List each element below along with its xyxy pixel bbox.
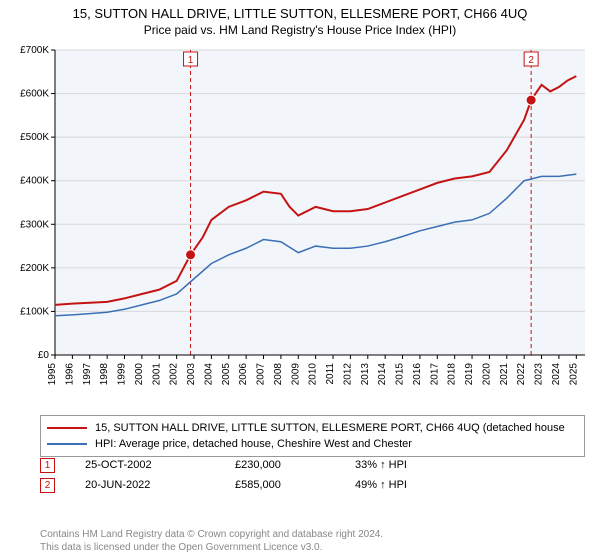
svg-text:2011: 2011 (325, 363, 336, 385)
svg-text:2014: 2014 (377, 363, 388, 386)
marker-badge-1: 1 (40, 458, 55, 473)
svg-text:£300K: £300K (20, 219, 49, 230)
marker-badge-2: 2 (40, 478, 55, 493)
svg-text:2021: 2021 (499, 363, 510, 386)
svg-text:2020: 2020 (481, 363, 492, 386)
svg-text:£100K: £100K (20, 306, 49, 317)
chart-area: £0 £100K £200K £300K £400K £500K £600K £700K 199… (10, 45, 590, 405)
marker-date-2: 20-JUN-2022 (85, 479, 205, 491)
line-chart: £0 £100K £200K £300K £400K £500K £600K £700K 199… (10, 45, 590, 405)
svg-text:2005: 2005 (221, 363, 232, 386)
marker-pct-1: 33% ↑ HPI (355, 459, 407, 471)
svg-text:2001: 2001 (151, 363, 162, 386)
svg-text:2013: 2013 (360, 363, 371, 386)
marker-date-1: 25-OCT-2002 (85, 459, 205, 471)
svg-text:2000: 2000 (134, 363, 145, 386)
svg-text:2024: 2024 (551, 363, 562, 386)
legend-swatch-2 (47, 443, 87, 445)
svg-text:2: 2 (528, 55, 534, 66)
svg-text:1998: 1998 (99, 363, 110, 386)
svg-text:2022: 2022 (516, 363, 527, 386)
svg-text:2010: 2010 (308, 363, 319, 386)
svg-text:2018: 2018 (447, 363, 458, 386)
footer-line-2: This data is licensed under the Open Gov… (40, 541, 383, 554)
svg-text:2017: 2017 (429, 363, 440, 386)
legend-row-2: HPI: Average price, detached house, Ches… (47, 436, 578, 452)
marker-row-1: 1 25-OCT-2002 £230,000 33% ↑ HPI (40, 455, 407, 475)
svg-text:2023: 2023 (534, 363, 545, 386)
footer: Contains HM Land Registry data © Crown c… (40, 528, 383, 554)
svg-text:£700K: £700K (20, 45, 49, 56)
svg-text:1996: 1996 (64, 363, 75, 386)
svg-text:2012: 2012 (342, 363, 353, 386)
svg-text:£600K: £600K (20, 89, 49, 100)
svg-text:2019: 2019 (464, 363, 475, 386)
legend: 15, SUTTON HALL DRIVE, LITTLE SUTTON, EL… (40, 415, 585, 457)
svg-text:1: 1 (188, 55, 194, 66)
marker-pct-2: 49% ↑ HPI (355, 479, 407, 491)
svg-text:2008: 2008 (273, 363, 284, 386)
svg-text:£400K: £400K (20, 176, 49, 187)
svg-text:2009: 2009 (290, 363, 301, 386)
legend-label-1: 15, SUTTON HALL DRIVE, LITTLE SUTTON, EL… (95, 422, 565, 434)
svg-text:2006: 2006 (238, 363, 249, 386)
svg-text:2025: 2025 (568, 363, 579, 386)
svg-text:1999: 1999 (117, 363, 128, 386)
svg-text:£200K: £200K (20, 263, 49, 274)
svg-text:£500K: £500K (20, 132, 49, 143)
svg-text:2004: 2004 (203, 363, 214, 386)
svg-text:2002: 2002 (169, 363, 180, 386)
marker-price-1: £230,000 (235, 459, 325, 471)
svg-text:1995: 1995 (47, 363, 58, 386)
legend-row-1: 15, SUTTON HALL DRIVE, LITTLE SUTTON, EL… (47, 420, 578, 436)
legend-swatch-1 (47, 427, 87, 429)
chart-container: 15, SUTTON HALL DRIVE, LITTLE SUTTON, EL… (0, 0, 600, 560)
marker-table: 1 25-OCT-2002 £230,000 33% ↑ HPI 2 20-JU… (40, 455, 407, 495)
chart-title: 15, SUTTON HALL DRIVE, LITTLE SUTTON, EL… (0, 0, 600, 21)
svg-text:£0: £0 (38, 350, 50, 361)
marker-row-2: 2 20-JUN-2022 £585,000 49% ↑ HPI (40, 475, 407, 495)
chart-subtitle: Price paid vs. HM Land Registry's House … (0, 21, 600, 37)
svg-text:2007: 2007 (256, 363, 267, 386)
svg-text:1997: 1997 (82, 363, 93, 386)
marker-price-2: £585,000 (235, 479, 325, 491)
svg-text:2003: 2003 (186, 363, 197, 386)
svg-text:2015: 2015 (395, 363, 406, 386)
footer-line-1: Contains HM Land Registry data © Crown c… (40, 528, 383, 541)
svg-text:2016: 2016 (412, 363, 423, 386)
legend-label-2: HPI: Average price, detached house, Ches… (95, 438, 412, 450)
